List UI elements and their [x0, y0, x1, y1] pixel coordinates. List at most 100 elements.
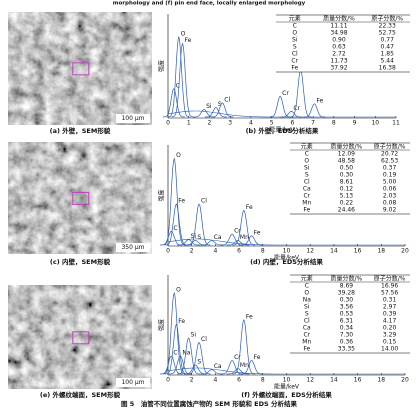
figure-caption: 图 5 油管不同位置腐蚀产物的 SEM 形貌和 EDS 分析结果 — [121, 399, 297, 408]
table-cell: 0.63 — [332, 44, 346, 51]
table-cell: 0.77 — [381, 37, 395, 44]
table-cell: 57.56 — [381, 290, 398, 297]
table-cell: 33.35 — [338, 346, 355, 353]
peak-label: C — [176, 82, 180, 89]
x-tick-label: 0 — [166, 248, 170, 255]
scale-bar-label: 100 μm — [121, 379, 144, 386]
y-axis-label: 强度 — [158, 60, 166, 72]
table-cell: 16.38 — [379, 65, 396, 72]
spectrum-peak — [159, 230, 183, 246]
table-header: 元素 — [301, 143, 313, 151]
peak-label: S — [197, 359, 201, 366]
spectrum-peak — [177, 337, 200, 375]
x-tick-label: 6 — [237, 248, 241, 255]
peak-label: Cl — [201, 336, 207, 343]
sem-image — [8, 142, 152, 254]
table-cell: 62.53 — [381, 158, 398, 165]
table-cell: 11.11 — [330, 23, 347, 30]
spectrum-background — [167, 367, 405, 375]
peak-label: Cl — [201, 198, 207, 205]
table-cell: 0.37 — [383, 165, 397, 172]
spectrum-peak — [200, 369, 224, 375]
table-cell: 1.85 — [381, 51, 395, 58]
table-cell: 0.90 — [332, 37, 346, 44]
table-cell: 0.20 — [383, 325, 397, 332]
table-cell: O — [304, 158, 309, 165]
table-cell: 6.31 — [340, 318, 354, 325]
scale-box — [116, 378, 150, 387]
table-cell: 0.19 — [383, 172, 397, 179]
spectrum-peak — [232, 319, 256, 375]
x-tick-label: 16 — [354, 248, 362, 255]
table-cell: Fe — [291, 65, 298, 72]
x-tick-label: 18 — [377, 377, 385, 384]
table-cell: 0.12 — [340, 186, 354, 193]
peak-label: Fe — [254, 354, 261, 361]
x-tick-label: 6 — [290, 120, 294, 127]
table-cell: 5.00 — [383, 179, 397, 186]
spectrum-peak — [220, 360, 244, 375]
peak-label: Ca — [214, 363, 222, 370]
peak-label: Si — [191, 233, 197, 240]
table-header: 原子分数/% — [371, 15, 403, 23]
table-cell: Si — [292, 37, 298, 44]
peak-label: Cr — [234, 228, 241, 235]
table-cell: 0.39 — [383, 311, 397, 318]
x-tick-label: 20 — [401, 248, 409, 255]
peak-label: Fe — [254, 229, 261, 236]
table-cell: S — [305, 311, 309, 318]
sem-caption: (e) 外螺纹端面，SEM形貌 — [40, 390, 121, 399]
table-cell: 16.96 — [381, 283, 398, 290]
x-tick-label: 10 — [283, 248, 291, 255]
table-cell: Ca — [303, 325, 311, 332]
sem-image — [8, 12, 152, 125]
table-cell: 37.92 — [330, 65, 347, 72]
table-bg — [276, 15, 410, 72]
table-cell: 0.06 — [383, 186, 397, 193]
table-cell: C — [305, 283, 309, 290]
x-tick-label: 10 — [283, 377, 291, 384]
peak-label: Fe — [178, 318, 185, 325]
x-tick-label: 10 — [371, 120, 379, 127]
eds-caption: (f) 外螺纹端面，EDS分析结果 — [241, 390, 332, 399]
spectrum-peak — [164, 323, 188, 375]
x-tick-label: 2 — [190, 377, 194, 384]
table-cell: 0.30 — [340, 297, 354, 304]
x-tick-label: 4 — [213, 377, 217, 384]
peak-label: O — [176, 152, 181, 159]
table-cell: Si — [304, 165, 310, 172]
table-header: 元素 — [289, 15, 301, 23]
table-cell: 5.13 — [340, 193, 354, 200]
spectrum-peak — [220, 233, 244, 246]
table-cell: 0.30 — [340, 172, 354, 179]
table-cell: Fe — [303, 207, 310, 214]
spectrum-peak — [167, 35, 190, 118]
table-cell: 8.69 — [340, 283, 354, 290]
spectrum-peak — [162, 88, 185, 118]
table-cell: 22.33 — [379, 23, 396, 30]
peak-label: Si — [206, 103, 212, 110]
table-cell: C — [305, 151, 309, 158]
peak-label: C — [173, 225, 177, 232]
scale-box — [116, 243, 150, 252]
table-cell: Mn — [302, 200, 311, 207]
table-cell: Mn — [302, 339, 311, 346]
spectrum-peak — [184, 364, 207, 375]
spectrum-peak — [171, 42, 194, 118]
table-cell: C — [293, 23, 297, 30]
table-cell: 39.28 — [338, 290, 355, 297]
analysis-area — [72, 62, 90, 76]
table-cell: 12.09 — [338, 151, 355, 158]
table-cell: 24.46 — [338, 207, 355, 214]
peak-label: S — [218, 101, 222, 108]
x-tick-label: 11 — [392, 120, 400, 127]
table-cell: 5.44 — [381, 58, 395, 65]
y-axis-label: 强度 — [158, 319, 166, 331]
table-cell: O — [292, 30, 297, 37]
table-cell: 3.56 — [340, 304, 354, 311]
table-bg — [290, 275, 410, 353]
x-axis-label: 能量/keV — [274, 254, 300, 262]
table-cell: 11.73 — [330, 58, 347, 65]
table-header: 质量分数/% — [331, 275, 363, 283]
